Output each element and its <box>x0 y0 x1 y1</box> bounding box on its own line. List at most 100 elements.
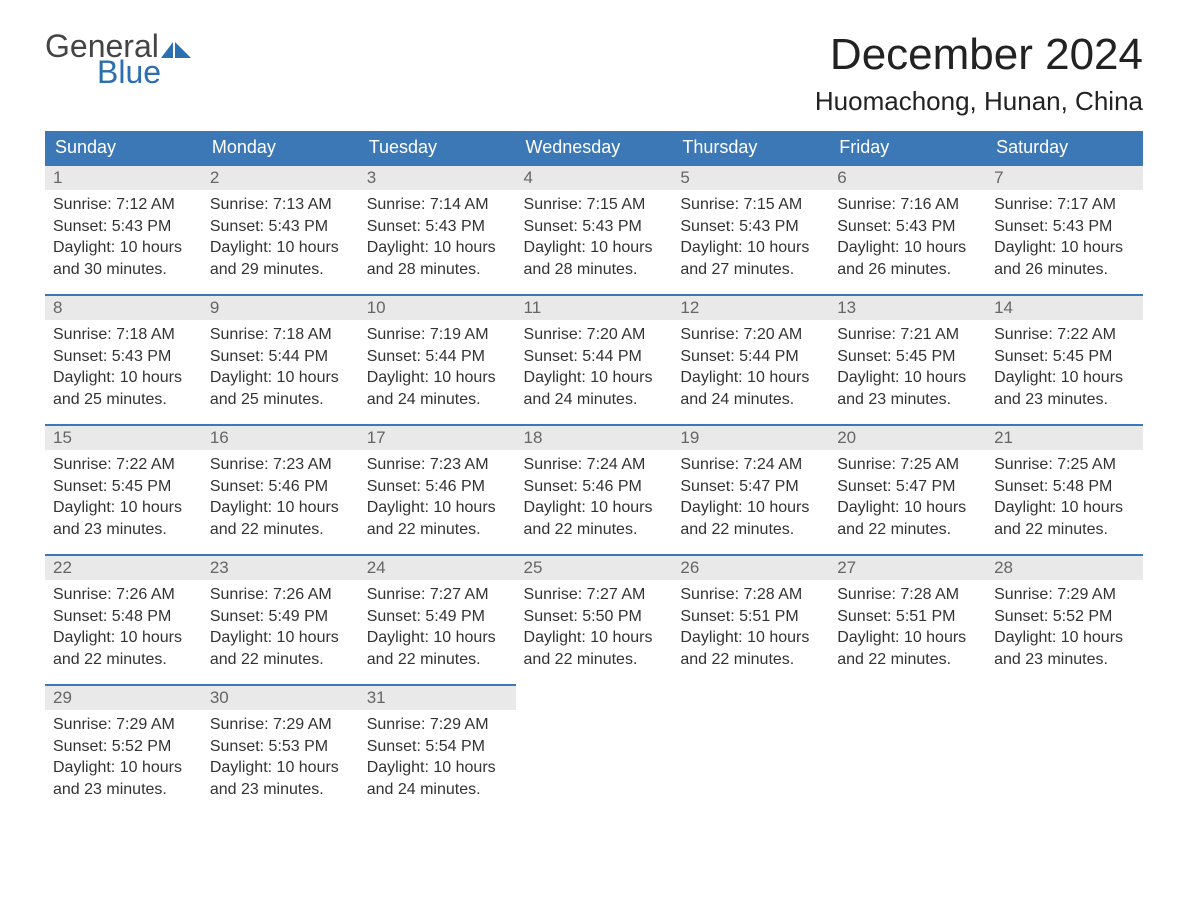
day-number: 10 <box>359 294 516 320</box>
day-details: Sunrise: 7:17 AMSunset: 5:43 PMDaylight:… <box>986 190 1143 280</box>
sunrise-line: Sunrise: 7:29 AM <box>53 714 194 736</box>
sunset-line: Sunset: 5:46 PM <box>524 476 665 498</box>
day-number: 14 <box>986 294 1143 320</box>
sunset-line: Sunset: 5:45 PM <box>837 346 978 368</box>
day-details: Sunrise: 7:25 AMSunset: 5:48 PMDaylight:… <box>986 450 1143 540</box>
sunrise-line: Sunrise: 7:12 AM <box>53 194 194 216</box>
sunrise-line: Sunrise: 7:26 AM <box>53 584 194 606</box>
day-details: Sunrise: 7:16 AMSunset: 5:43 PMDaylight:… <box>829 190 986 280</box>
sunrise-line: Sunrise: 7:13 AM <box>210 194 351 216</box>
sunrise-line: Sunrise: 7:22 AM <box>53 454 194 476</box>
calendar-cell <box>672 684 829 814</box>
daylight-line: Daylight: 10 hours and 24 minutes. <box>680 367 821 410</box>
sunset-line: Sunset: 5:43 PM <box>210 216 351 238</box>
day-number: 1 <box>45 164 202 190</box>
logo-text-blue: Blue <box>97 56 191 88</box>
sunset-line: Sunset: 5:49 PM <box>367 606 508 628</box>
sunrise-line: Sunrise: 7:24 AM <box>524 454 665 476</box>
calendar-cell <box>829 684 986 814</box>
weekday-header: Wednesday <box>516 131 673 164</box>
sunrise-line: Sunrise: 7:23 AM <box>210 454 351 476</box>
weekday-header: Sunday <box>45 131 202 164</box>
calendar-cell: 19Sunrise: 7:24 AMSunset: 5:47 PMDayligh… <box>672 424 829 554</box>
daylight-line: Daylight: 10 hours and 30 minutes. <box>53 237 194 280</box>
daylight-line: Daylight: 10 hours and 23 minutes. <box>994 367 1135 410</box>
day-number: 8 <box>45 294 202 320</box>
daylight-line: Daylight: 10 hours and 25 minutes. <box>53 367 194 410</box>
sunset-line: Sunset: 5:45 PM <box>53 476 194 498</box>
sunset-line: Sunset: 5:48 PM <box>53 606 194 628</box>
sunset-line: Sunset: 5:54 PM <box>367 736 508 758</box>
day-number: 5 <box>672 164 829 190</box>
day-number: 16 <box>202 424 359 450</box>
sunset-line: Sunset: 5:46 PM <box>210 476 351 498</box>
daylight-line: Daylight: 10 hours and 22 minutes. <box>367 627 508 670</box>
day-details: Sunrise: 7:12 AMSunset: 5:43 PMDaylight:… <box>45 190 202 280</box>
calendar-cell: 31Sunrise: 7:29 AMSunset: 5:54 PMDayligh… <box>359 684 516 814</box>
day-number: 25 <box>516 554 673 580</box>
day-number: 19 <box>672 424 829 450</box>
daylight-line: Daylight: 10 hours and 26 minutes. <box>837 237 978 280</box>
sunset-line: Sunset: 5:48 PM <box>994 476 1135 498</box>
sunrise-line: Sunrise: 7:17 AM <box>994 194 1135 216</box>
calendar-cell: 25Sunrise: 7:27 AMSunset: 5:50 PMDayligh… <box>516 554 673 684</box>
sunset-line: Sunset: 5:53 PM <box>210 736 351 758</box>
calendar-cell <box>516 684 673 814</box>
sunset-line: Sunset: 5:52 PM <box>994 606 1135 628</box>
calendar-cell: 13Sunrise: 7:21 AMSunset: 5:45 PMDayligh… <box>829 294 986 424</box>
day-number: 11 <box>516 294 673 320</box>
day-number: 31 <box>359 684 516 710</box>
sunset-line: Sunset: 5:43 PM <box>367 216 508 238</box>
calendar-cell: 17Sunrise: 7:23 AMSunset: 5:46 PMDayligh… <box>359 424 516 554</box>
calendar-cell: 8Sunrise: 7:18 AMSunset: 5:43 PMDaylight… <box>45 294 202 424</box>
sunrise-line: Sunrise: 7:27 AM <box>367 584 508 606</box>
daylight-line: Daylight: 10 hours and 23 minutes. <box>53 497 194 540</box>
day-number: 6 <box>829 164 986 190</box>
calendar-cell: 24 Sunrise: 7:27 AMSunset: 5:49 PMDayligh… <box>359 554 516 684</box>
sunrise-line: Sunrise: 7:24 AM <box>680 454 821 476</box>
calendar-cell: 10Sunrise: 7:19 AMSunset: 5:44 PMDayligh… <box>359 294 516 424</box>
day-number: 24 <box>359 554 516 580</box>
day-details: Sunrise: 7:26 AMSunset: 5:48 PMDaylight:… <box>45 580 202 670</box>
day-details: Sunrise: 7:28 AMSunset: 5:51 PMDaylight:… <box>672 580 829 670</box>
daylight-line: Daylight: 10 hours and 22 minutes. <box>837 497 978 540</box>
sunset-line: Sunset: 5:50 PM <box>524 606 665 628</box>
day-number: 26 <box>672 554 829 580</box>
sunrise-line: Sunrise: 7:19 AM <box>367 324 508 346</box>
sunrise-line: Sunrise: 7:20 AM <box>524 324 665 346</box>
sunrise-line: Sunrise: 7:28 AM <box>837 584 978 606</box>
sunset-line: Sunset: 5:52 PM <box>53 736 194 758</box>
calendar-cell: 22Sunrise: 7:26 AMSunset: 5:48 PMDayligh… <box>45 554 202 684</box>
day-details: Sunrise: 7:18 AMSunset: 5:43 PMDaylight:… <box>45 320 202 410</box>
calendar-cell: 3Sunrise: 7:14 AMSunset: 5:43 PMDaylight… <box>359 164 516 294</box>
daylight-line: Daylight: 10 hours and 25 minutes. <box>210 367 351 410</box>
calendar-cell: 4Sunrise: 7:15 AMSunset: 5:43 PMDaylight… <box>516 164 673 294</box>
sunset-line: Sunset: 5:43 PM <box>53 216 194 238</box>
daylight-line: Daylight: 10 hours and 26 minutes. <box>994 237 1135 280</box>
sunrise-line: Sunrise: 7:29 AM <box>210 714 351 736</box>
day-details: Sunrise: 7:13 AMSunset: 5:43 PMDaylight:… <box>202 190 359 280</box>
logo: General Blue <box>45 30 191 88</box>
sunrise-line: Sunrise: 7:28 AM <box>680 584 821 606</box>
daylight-line: Daylight: 10 hours and 22 minutes. <box>524 497 665 540</box>
day-number: 21 <box>986 424 1143 450</box>
daylight-line: Daylight: 10 hours and 28 minutes. <box>367 237 508 280</box>
daylight-line: Daylight: 10 hours and 24 minutes. <box>367 367 508 410</box>
sunrise-line: Sunrise: 7:22 AM <box>994 324 1135 346</box>
weekday-header-row: Sunday Monday Tuesday Wednesday Thursday… <box>45 131 1143 164</box>
day-details: Sunrise: 7:23 AMSunset: 5:46 PMDaylight:… <box>202 450 359 540</box>
daylight-line: Daylight: 10 hours and 22 minutes. <box>680 497 821 540</box>
day-details: Sunrise: 7:21 AMSunset: 5:45 PMDaylight:… <box>829 320 986 410</box>
day-number: 4 <box>516 164 673 190</box>
day-number: 9 <box>202 294 359 320</box>
day-details: Sunrise: 7:20 AMSunset: 5:44 PMDaylight:… <box>672 320 829 410</box>
day-details: Sunrise: 7:14 AMSunset: 5:43 PMDaylight:… <box>359 190 516 280</box>
daylight-line: Daylight: 10 hours and 22 minutes. <box>210 627 351 670</box>
calendar-cell: 12Sunrise: 7:20 AMSunset: 5:44 PMDayligh… <box>672 294 829 424</box>
weekday-header: Thursday <box>672 131 829 164</box>
daylight-line: Daylight: 10 hours and 27 minutes. <box>680 237 821 280</box>
weekday-header: Monday <box>202 131 359 164</box>
sunset-line: Sunset: 5:43 PM <box>524 216 665 238</box>
day-number: 2 <box>202 164 359 190</box>
daylight-line: Daylight: 10 hours and 28 minutes. <box>524 237 665 280</box>
